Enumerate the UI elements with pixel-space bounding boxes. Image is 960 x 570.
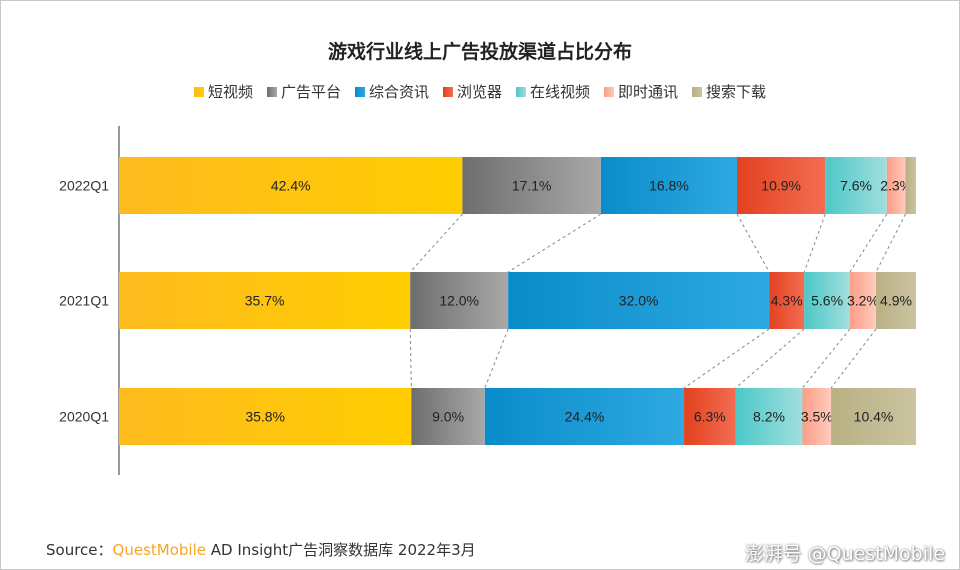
bar-segment	[769, 272, 805, 329]
bar-segment	[600, 157, 737, 214]
source-brand: QuestMobile	[112, 541, 206, 559]
legend-swatch	[516, 86, 526, 97]
connector-line	[875, 213, 906, 273]
source-text: AD Insight广告洞察数据库 2022年3月	[205, 541, 476, 559]
watermark: 澎湃号 @QuestMobile	[744, 543, 945, 565]
legend-item: 浏览器	[442, 81, 502, 102]
data-label: 42.4%	[271, 178, 311, 194]
connector-line	[849, 213, 888, 273]
legend-label: 浏览器	[456, 83, 502, 101]
bar-segment	[876, 272, 916, 329]
legend-label: 搜索下载	[706, 83, 767, 101]
data-label: 16.8%	[649, 178, 689, 194]
connector-line	[803, 213, 826, 273]
legend-item: 在线视频	[516, 81, 590, 102]
data-label: 4.9%	[880, 293, 912, 309]
bar-segment	[886, 157, 906, 214]
bar-segment	[684, 388, 736, 445]
legend-label: 即时通讯	[618, 83, 679, 101]
legend-label: 短视频	[207, 83, 253, 101]
connector-line	[735, 328, 805, 389]
bar-segment	[804, 272, 850, 329]
bar-segment	[411, 388, 485, 445]
legend-swatch	[266, 86, 277, 97]
bar-segment	[831, 388, 916, 445]
bar-segment	[119, 388, 412, 445]
legend-swatch	[354, 86, 365, 97]
connector-line	[409, 328, 412, 389]
legend-swatch	[442, 86, 453, 97]
data-label: 2.3%	[880, 178, 912, 194]
connector-line	[802, 328, 851, 389]
legend-swatch	[193, 86, 204, 97]
legend-item: 广告平台	[266, 81, 341, 102]
data-label: 9.0%	[432, 409, 464, 425]
data-label: 35.8%	[245, 409, 285, 425]
bar-segment	[119, 272, 411, 329]
data-label: 17.1%	[512, 178, 552, 194]
connector-line	[409, 213, 463, 273]
data-label: 4.3%	[771, 293, 803, 309]
connector-line	[683, 328, 770, 389]
legend-label: 广告平台	[280, 83, 341, 101]
legend-swatch	[692, 86, 703, 97]
bar-segment	[484, 388, 685, 445]
source-label: Source：	[46, 541, 113, 559]
data-label: 10.4%	[854, 409, 894, 425]
data-label: 8.2%	[753, 409, 785, 425]
bar-segment	[849, 272, 877, 329]
source-note: Source：QuestMobile AD Insight广告洞察数据库 202…	[46, 539, 476, 560]
legend: 短视频 广告平台 综合资讯 浏览器 在线视频 即时通讯 搜索下载	[1, 81, 959, 102]
bar-segment	[410, 272, 509, 329]
legend-label: 在线视频	[530, 83, 591, 101]
connector-line	[736, 213, 770, 273]
legend-item: 搜索下载	[692, 81, 766, 102]
data-label: 6.3%	[694, 409, 726, 425]
category-label: 2022Q1	[59, 178, 109, 194]
data-label: 5.6%	[811, 293, 843, 309]
bar-segment	[736, 157, 826, 214]
data-label: 3.5%	[801, 409, 833, 425]
bar-segment	[825, 157, 887, 214]
bar-segment	[802, 388, 832, 445]
data-label: 24.4%	[565, 409, 605, 425]
chart-title: 游戏行业线上广告投放渠道占比分布	[327, 41, 632, 63]
legend-item: 综合资讯	[354, 81, 429, 102]
data-label: 35.7%	[245, 293, 285, 309]
legend-swatch	[604, 86, 615, 97]
connector-line	[830, 328, 877, 389]
category-label: 2021Q1	[59, 293, 109, 309]
category-label: 2020Q1	[59, 409, 109, 425]
bar-segment	[462, 157, 601, 214]
bar-segment	[119, 157, 463, 214]
data-label: 32.0%	[619, 293, 659, 309]
data-label: 10.9%	[761, 178, 801, 194]
bar-segment	[508, 272, 770, 329]
bar-segment	[735, 388, 803, 445]
legend-item: 短视频	[193, 81, 253, 102]
connector-line	[507, 213, 602, 273]
data-label: 3.2%	[847, 293, 879, 309]
data-label: 7.6%	[840, 178, 872, 194]
connector-line	[484, 328, 509, 389]
legend-label: 综合资讯	[368, 83, 429, 101]
legend-item: 即时通讯	[604, 81, 678, 102]
data-label: 12.0%	[439, 293, 479, 309]
bar-segment	[905, 157, 916, 214]
